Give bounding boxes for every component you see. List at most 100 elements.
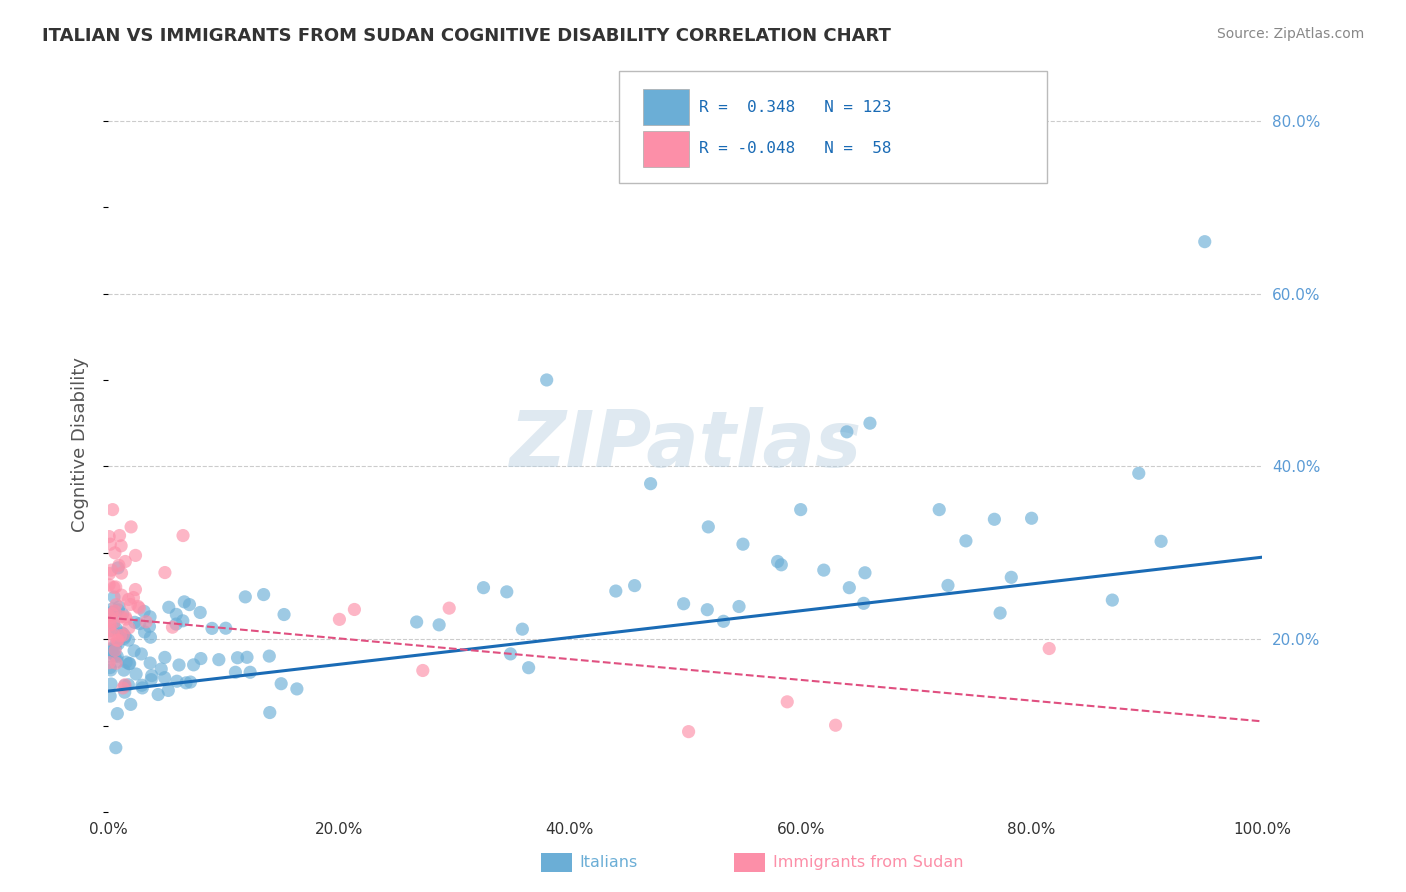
Point xyxy=(124,549,146,563)
Point xyxy=(134,604,156,618)
Point xyxy=(105,622,128,636)
Point xyxy=(1021,511,1043,525)
Point xyxy=(165,617,187,632)
Point xyxy=(110,588,132,602)
Point xyxy=(115,655,138,669)
Point xyxy=(110,609,132,624)
Point xyxy=(104,637,127,651)
Point xyxy=(224,665,246,680)
Point xyxy=(98,632,121,646)
Text: R = -0.048   N =  58: R = -0.048 N = 58 xyxy=(699,142,891,156)
Point xyxy=(174,676,197,690)
Point xyxy=(125,667,148,681)
Point xyxy=(105,633,128,648)
Point xyxy=(512,622,534,636)
Point xyxy=(713,615,735,629)
Point xyxy=(134,624,156,639)
Point xyxy=(936,578,959,592)
Point xyxy=(955,533,977,548)
Point xyxy=(766,554,789,568)
Point xyxy=(108,528,131,542)
Point xyxy=(128,616,150,631)
Point xyxy=(770,558,793,572)
Y-axis label: Cognitive Disability: Cognitive Disability xyxy=(72,358,89,533)
Point xyxy=(813,563,835,577)
Point xyxy=(273,607,295,622)
Point xyxy=(100,643,122,657)
Point xyxy=(236,650,259,665)
Point xyxy=(104,580,127,594)
Point xyxy=(104,641,127,656)
Point xyxy=(104,740,127,755)
Point xyxy=(141,668,163,682)
Point xyxy=(172,614,194,628)
Point xyxy=(678,724,700,739)
Point xyxy=(1000,570,1022,584)
Point xyxy=(98,642,121,657)
Point xyxy=(226,650,249,665)
Point xyxy=(623,579,645,593)
Point xyxy=(139,630,162,644)
Point xyxy=(259,706,281,720)
Point xyxy=(166,674,188,689)
Point xyxy=(98,623,121,637)
Point xyxy=(141,673,163,687)
Point xyxy=(165,607,187,622)
Point xyxy=(111,607,134,621)
Point xyxy=(728,599,751,614)
Point xyxy=(104,604,127,618)
Point xyxy=(270,676,292,690)
Point xyxy=(162,620,184,634)
Point xyxy=(98,656,121,670)
Point xyxy=(188,606,211,620)
Point xyxy=(100,563,122,577)
Point xyxy=(173,595,195,609)
Point xyxy=(118,657,141,671)
Point xyxy=(104,546,127,560)
Point xyxy=(101,647,124,661)
Point xyxy=(107,633,129,648)
Text: Italians: Italians xyxy=(579,855,637,870)
Point xyxy=(343,602,366,616)
Point xyxy=(111,681,134,695)
Point xyxy=(117,678,139,692)
Point xyxy=(98,689,121,703)
Point xyxy=(536,373,558,387)
Point xyxy=(115,612,138,626)
Point xyxy=(103,590,125,604)
Point xyxy=(731,537,754,551)
Point xyxy=(111,626,134,640)
Point xyxy=(122,591,145,605)
Point xyxy=(114,679,136,693)
Point xyxy=(107,561,129,575)
Point xyxy=(100,663,122,677)
Point xyxy=(101,502,124,516)
Point xyxy=(107,603,129,617)
Point xyxy=(118,657,141,671)
Point xyxy=(98,649,121,664)
Point xyxy=(983,512,1005,526)
Point xyxy=(859,416,882,430)
Point xyxy=(110,539,132,553)
Point xyxy=(98,578,121,592)
Point xyxy=(328,612,350,626)
Point xyxy=(285,681,308,696)
Point xyxy=(172,528,194,542)
Point xyxy=(183,657,205,672)
Point xyxy=(114,554,136,568)
Point xyxy=(114,685,136,699)
Point xyxy=(120,598,142,612)
Point xyxy=(107,654,129,668)
Point xyxy=(105,649,128,664)
Point xyxy=(122,644,145,658)
Point xyxy=(131,681,153,695)
Point xyxy=(427,618,450,632)
Point xyxy=(153,671,176,685)
Point xyxy=(100,677,122,691)
Point xyxy=(253,588,276,602)
Point xyxy=(138,619,160,633)
Point xyxy=(190,651,212,665)
Point xyxy=(117,633,139,648)
Point xyxy=(112,627,135,641)
Point xyxy=(110,629,132,643)
